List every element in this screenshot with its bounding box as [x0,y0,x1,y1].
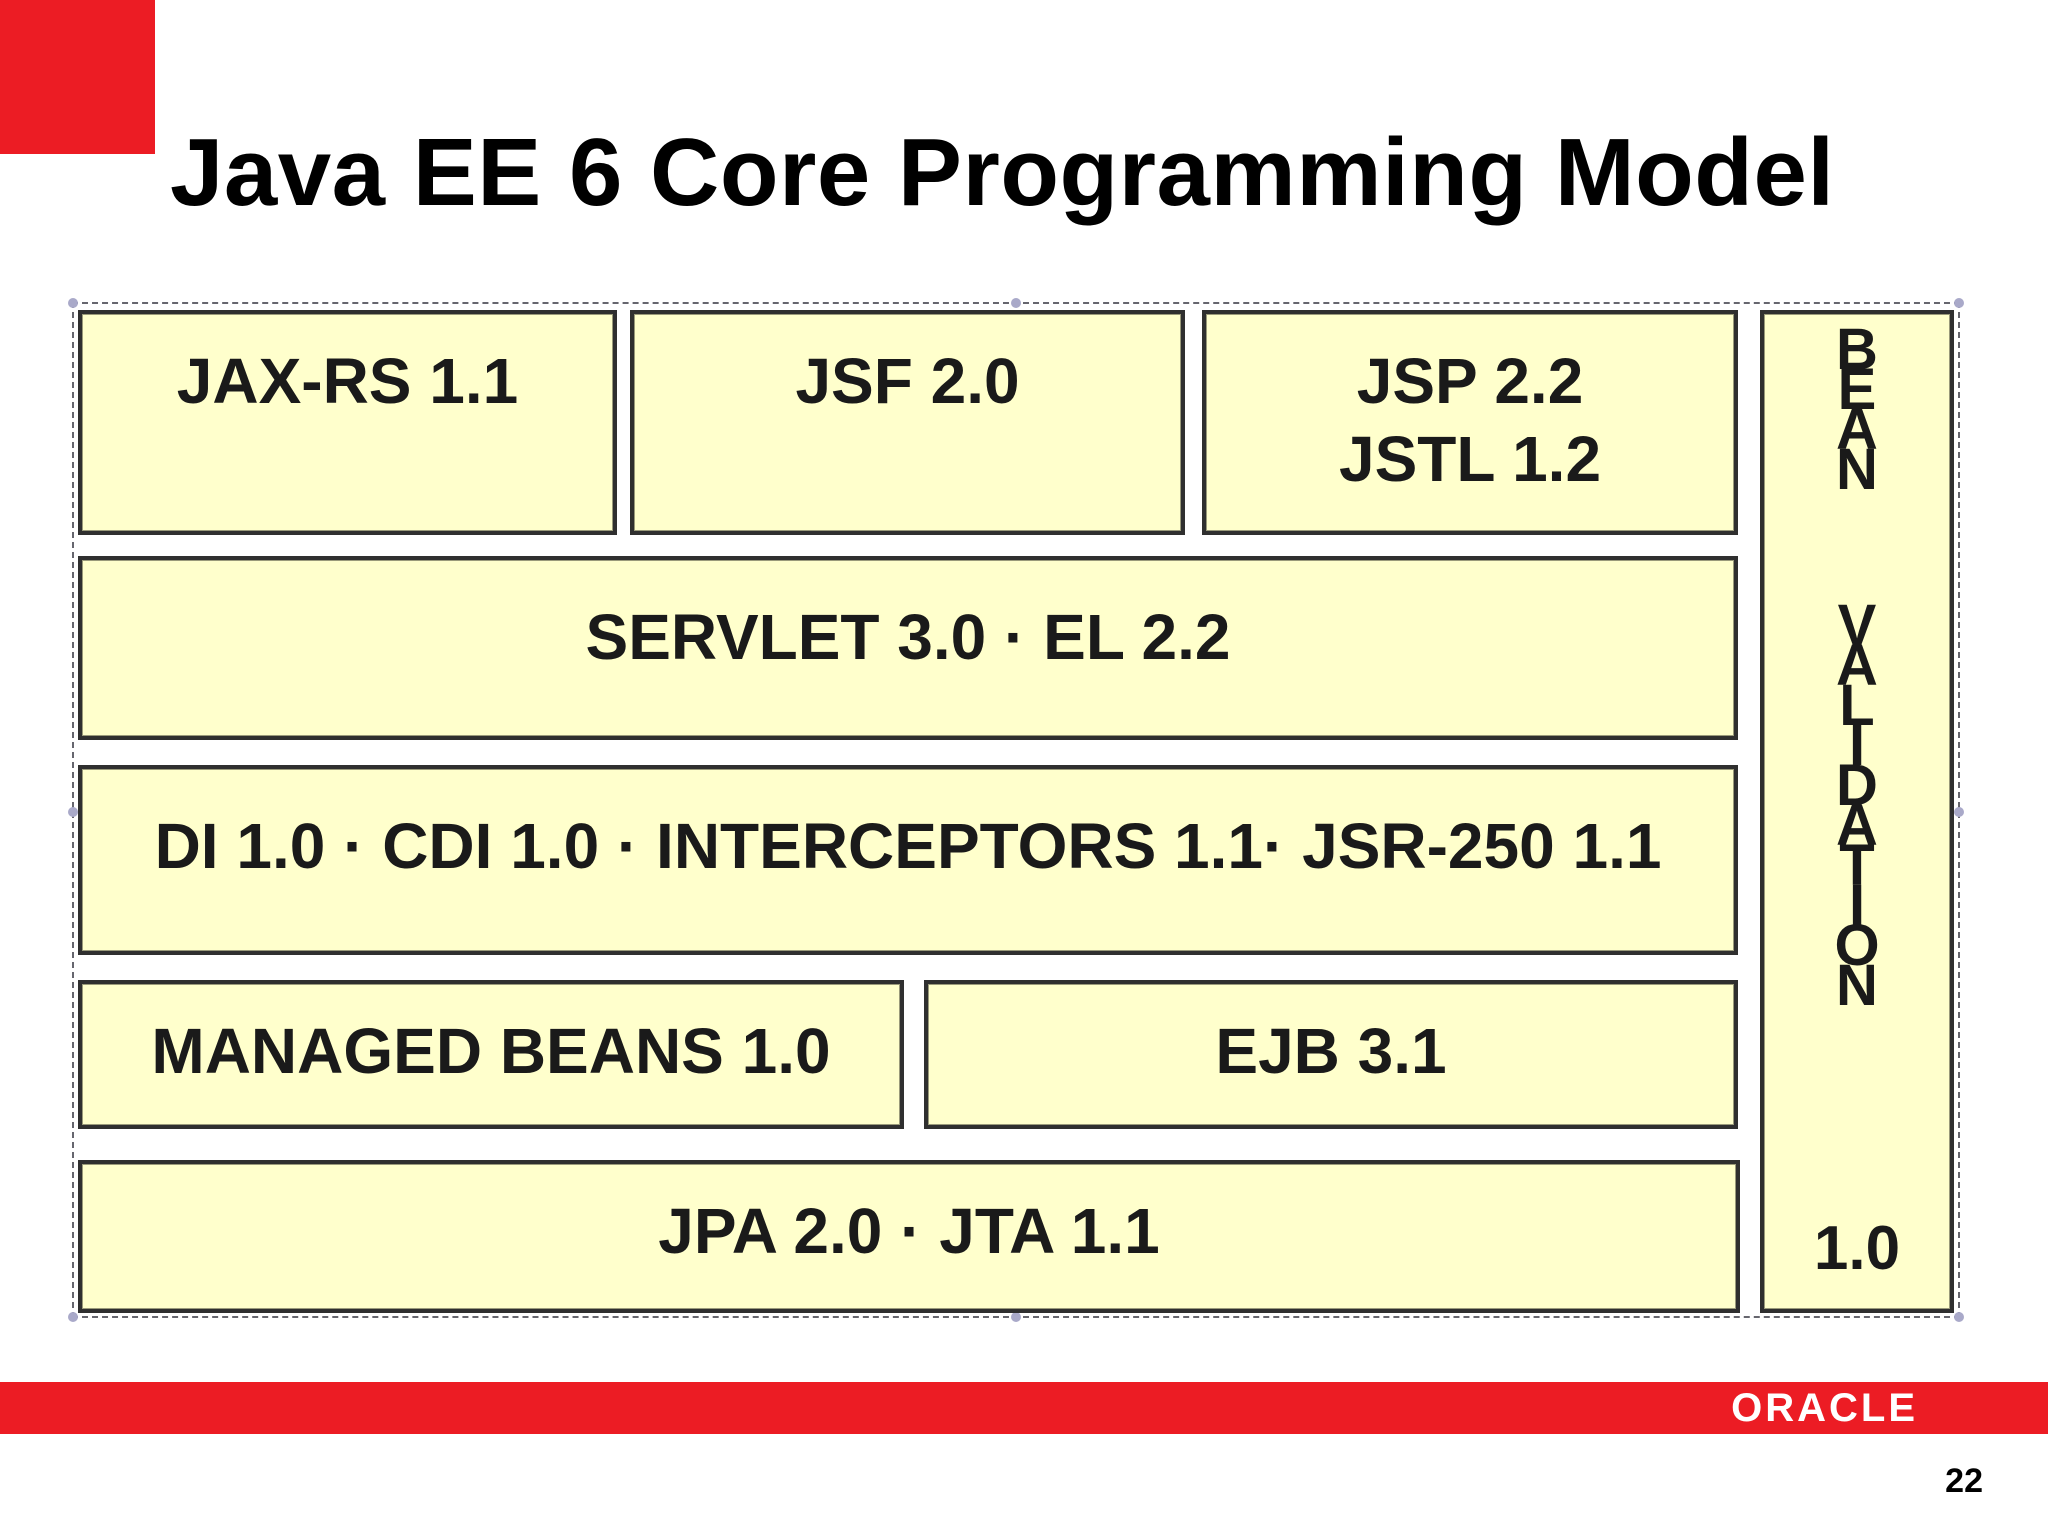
validation-letter: I [1848,873,1866,938]
managed-beans-label: MANAGED BEANS 1.0 [151,1015,831,1087]
validation-word: V A L I D A T I O N [1764,597,1950,1018]
di-cdi-box: DI 1.0 · CDI 1.0 · INTERCEPTORS 1.1· JSR… [78,765,1738,955]
frame-handle-bottom-left[interactable] [68,1312,78,1322]
oracle-logo: ORACLE [1731,1386,1918,1430]
frame-handle-middle-left[interactable] [68,807,78,817]
bean-validation-box: B E A N V A L I D A T I O N 1.0 [1760,310,1954,1313]
corner-accent-block [0,0,155,154]
diagram-selection-frame[interactable] [68,298,1964,1322]
jsf-box: JSF 2.0 [630,310,1185,535]
page-number: 22 [1945,1462,1983,1500]
jaxrs-box: JAX-RS 1.1 [78,310,617,535]
jsp-jstl-box: JSP 2.2 JSTL 1.2 [1202,310,1738,535]
frame-handle-bottom-right[interactable] [1954,1312,1964,1322]
validation-letter: I [1848,713,1866,778]
servlet-el-label: SERVLET 3.0 · EL 2.2 [585,601,1231,673]
jaxrs-label: JAX-RS 1.1 [176,345,519,417]
jsp-label: JSP 2.2 [1356,345,1584,417]
jpa-jta-box: JPA 2.0 · JTA 1.1 [78,1160,1740,1313]
bean-word: B E A N [1764,321,1950,502]
jsf-label: JSF 2.0 [795,345,1020,417]
frame-handle-bottom-center[interactable] [1011,1312,1021,1322]
jpa-jta-label: JPA 2.0 · JTA 1.1 [658,1195,1160,1267]
frame-handle-top-center[interactable] [1011,298,1021,308]
ejb-label: EJB 3.1 [1215,1015,1447,1087]
ejb-box: EJB 3.1 [924,980,1738,1129]
frame-handle-top-right[interactable] [1954,298,1964,308]
servlet-el-box: SERVLET 3.0 · EL 2.2 [78,556,1738,740]
validation-letter: N [1836,953,1878,1018]
slide-title: Java EE 6 Core Programming Model [170,119,1835,226]
di-cdi-label: DI 1.0 · CDI 1.0 · INTERCEPTORS 1.1· JSR… [154,810,1662,882]
frame-handle-top-left[interactable] [68,298,78,308]
bean-letter: N [1836,437,1878,502]
managed-beans-box: MANAGED BEANS 1.0 [78,980,904,1129]
footer-bar: ORACLE [0,1382,2048,1434]
bean-validation-version: 1.0 [1813,1214,1901,1283]
frame-handle-middle-right[interactable] [1954,807,1964,817]
jstl-label: JSTL 1.2 [1338,423,1602,495]
